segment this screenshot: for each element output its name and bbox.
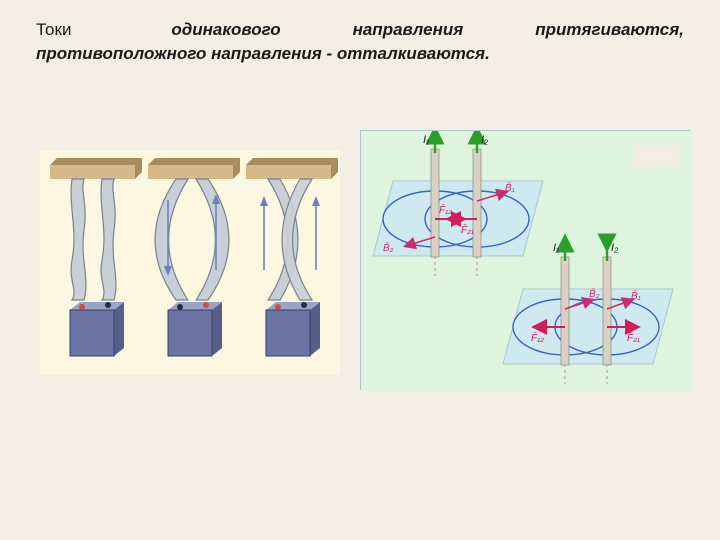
left-diagram bbox=[40, 150, 340, 375]
panel-left bbox=[40, 150, 340, 375]
svg-text:I₂: I₂ bbox=[611, 242, 619, 254]
svg-text:F̄₁₂: F̄₁₂ bbox=[439, 203, 452, 216]
svg-text:B̄₁: B̄₁ bbox=[505, 181, 515, 194]
panel-right: I₁ I₂ F̄₁₂ F̄₂₁ B̄₁ B̄₂ bbox=[360, 130, 690, 390]
battery-2 bbox=[168, 302, 222, 356]
svg-text:I₁: I₁ bbox=[553, 242, 560, 254]
svg-text:B̄₁: B̄₁ bbox=[631, 289, 641, 302]
svg-text:I₂: I₂ bbox=[481, 134, 489, 146]
battery-3 bbox=[266, 302, 320, 356]
battery-1 bbox=[70, 302, 124, 356]
svg-text:F̄₁₂: F̄₁₂ bbox=[531, 331, 544, 344]
svg-text:F̄₂₁: F̄₂₁ bbox=[461, 223, 474, 236]
right-diagram: I₁ I₂ F̄₁₂ F̄₂₁ B̄₁ B̄₂ bbox=[361, 131, 691, 391]
heading-plain: Токи bbox=[36, 20, 71, 39]
svg-text:F̄₂₁: F̄₂₁ bbox=[627, 331, 640, 344]
svg-text:B̄₂: B̄₂ bbox=[383, 241, 394, 254]
svg-text:I₁: I₁ bbox=[423, 134, 430, 146]
heading-bold-2: противоположного направления - отталкива… bbox=[36, 42, 684, 66]
page: { "page": { "background": "#f2eee3" }, "… bbox=[0, 0, 720, 540]
svg-text:B̄₂: B̄₂ bbox=[589, 287, 600, 300]
heading: Токи одинакового направления притягивают… bbox=[36, 18, 684, 66]
heading-bold-1: одинакового направления притягиваются, bbox=[171, 20, 684, 39]
